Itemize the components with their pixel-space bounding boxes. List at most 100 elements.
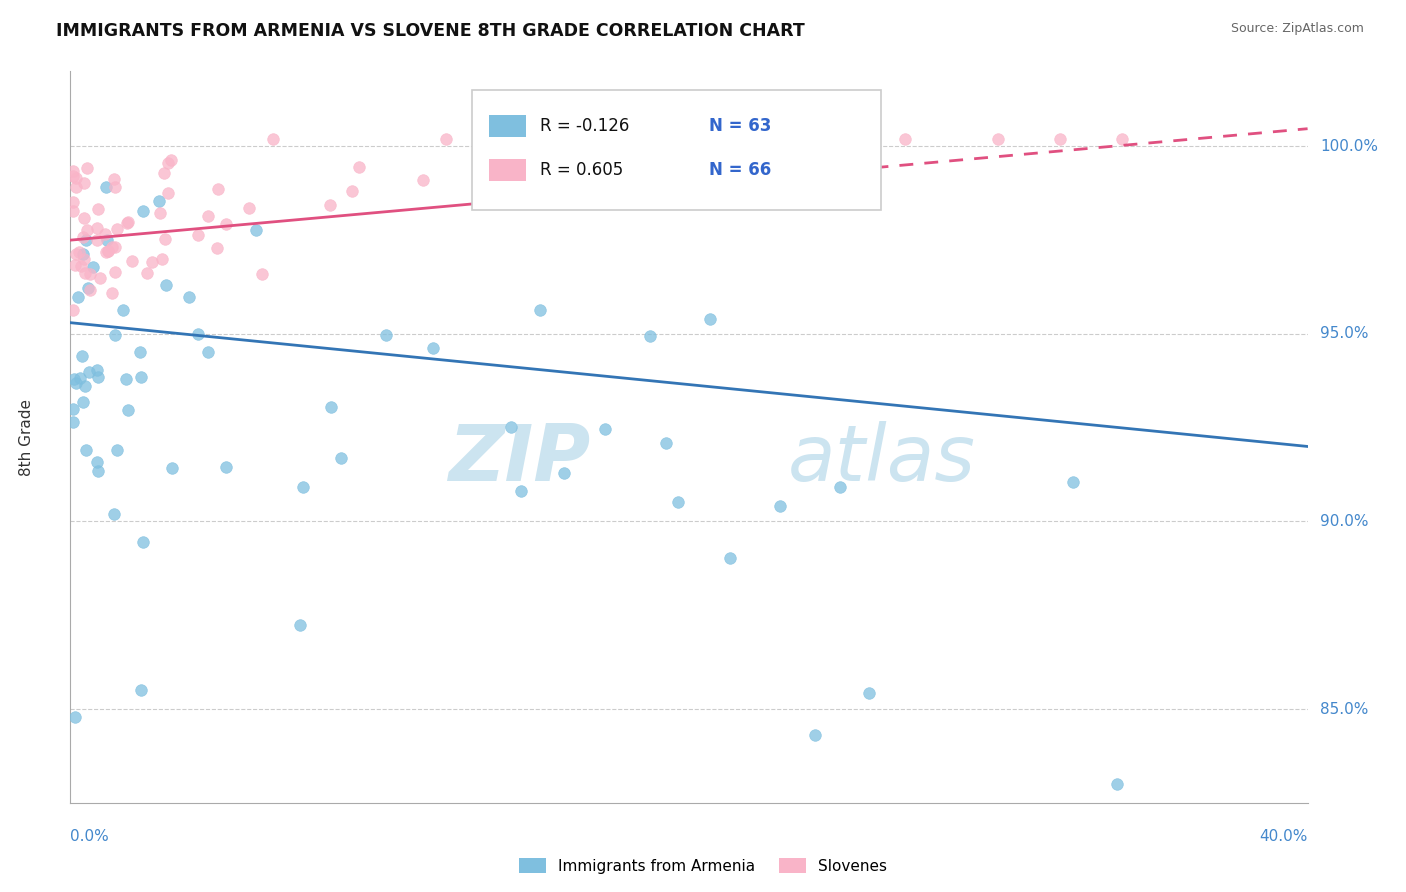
Point [76,281,98,295]
Point [769,500,792,514]
Point [319,198,342,212]
FancyBboxPatch shape [472,90,880,211]
Point [509,484,531,499]
Point [131,683,153,698]
Text: Source: ZipAtlas.com: Source: ZipAtlas.com [1230,22,1364,36]
Point [86,363,108,377]
Point [262,132,284,146]
Point [347,160,370,174]
Point [94,180,117,194]
Bar [488,115,526,137]
Point [115,371,138,385]
Point [129,370,152,384]
Point [79,267,101,281]
Point [252,267,274,281]
Point [86,455,108,469]
Point [104,180,127,194]
Point [73,252,96,267]
Point [75,233,97,247]
Point [699,312,721,326]
Point [499,420,522,434]
Point [141,255,163,269]
Point [150,252,173,267]
Point [79,283,101,297]
Point [105,222,128,236]
Point [72,211,94,226]
Point [72,247,94,261]
Point [97,244,120,259]
Point [422,341,444,355]
Point [131,535,153,549]
Point [179,290,201,304]
Text: 95.0%: 95.0% [1320,326,1368,342]
Point [412,173,434,187]
Text: IMMIGRANTS FROM ARMENIA VS SLOVENE 8TH GRADE CORRELATION CHART: IMMIGRANTS FROM ARMENIA VS SLOVENE 8TH G… [56,22,806,40]
Point [529,302,551,317]
Point [472,146,495,161]
Point [666,495,689,509]
Point [72,176,94,190]
Point [67,290,90,304]
Point [65,246,87,260]
Point [65,376,87,390]
Point [82,260,104,275]
Legend: Immigrants from Armenia, Slovenes: Immigrants from Armenia, Slovenes [513,852,893,880]
Text: R = 0.605: R = 0.605 [540,161,624,179]
Point [215,217,238,231]
Point [153,232,176,246]
Point [62,303,84,318]
Text: 8th Grade: 8th Grade [20,399,35,475]
Point [148,194,170,208]
Point [87,369,110,384]
Point [75,266,97,280]
Point [245,222,267,236]
Point [149,205,172,219]
Point [86,233,108,247]
Point [104,240,127,254]
Point [375,327,398,342]
Point [156,186,179,201]
Point [207,241,229,255]
Point [477,142,499,156]
Point [160,461,183,475]
Point [103,172,125,186]
Point [155,277,177,292]
Point [69,371,91,385]
Point [858,686,880,700]
Point [292,480,315,494]
Point [86,220,108,235]
Text: N = 66: N = 66 [709,161,770,179]
Point [187,326,209,341]
Point [117,403,139,417]
Point [70,349,93,363]
Point [238,201,260,215]
Point [73,379,96,393]
Point [65,171,87,186]
Text: 0.0%: 0.0% [70,829,110,844]
Point [187,228,209,243]
Point [340,184,363,198]
Point [159,153,181,168]
Point [87,202,110,216]
Point [117,215,139,229]
Point [152,166,174,180]
Point [63,258,86,272]
Point [100,240,122,254]
Point [215,460,238,475]
Point [436,132,458,146]
Point [655,435,678,450]
Point [894,132,917,146]
Point [89,271,111,285]
Point [197,345,219,359]
Point [121,254,143,268]
Point [94,227,117,242]
Point [104,264,127,278]
Point [104,327,127,342]
Point [1105,777,1128,791]
Text: N = 63: N = 63 [709,117,770,136]
Point [62,169,84,183]
Point [553,466,575,480]
Point [132,203,155,218]
Point [319,400,342,414]
Point [75,442,97,457]
